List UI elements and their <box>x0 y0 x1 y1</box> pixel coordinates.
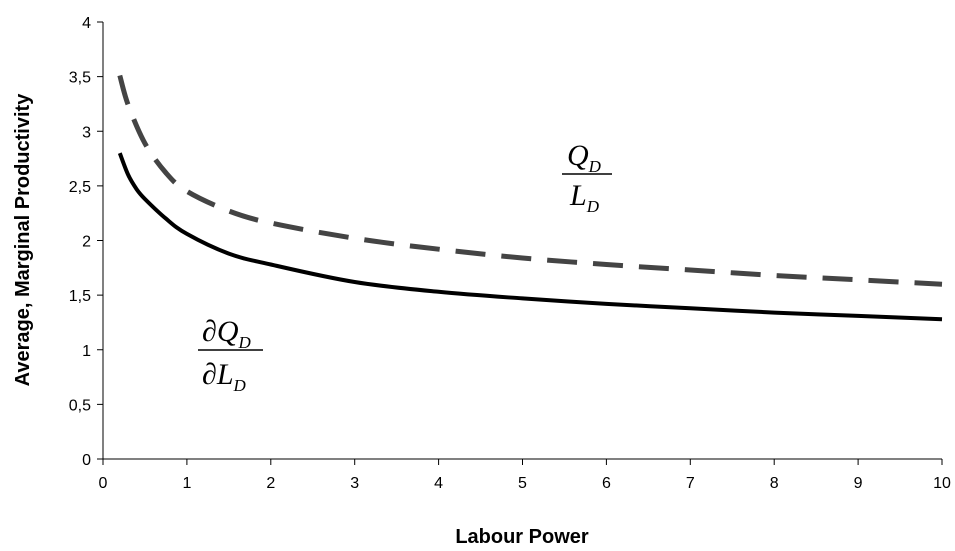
y-tick-label: 3 <box>82 124 91 141</box>
x-tick-label: 4 <box>434 475 443 492</box>
x-tick-label: 9 <box>854 475 863 492</box>
x-tick-label: 3 <box>350 475 359 492</box>
y-tick-label: 2 <box>82 234 91 251</box>
axes: 0 1 2 3 4 5 6 7 8 9 10 0 0,5 1 1,5 2 2,5 3 3,5 4 <box>69 15 951 492</box>
x-tick-label: 8 <box>770 475 779 492</box>
y-tick-label: 3,5 <box>69 70 91 87</box>
y-tick-label: 4 <box>82 15 91 32</box>
y-tick-label: 0 <box>82 452 91 469</box>
x-ticks: 0 1 2 3 4 5 6 7 8 9 10 <box>99 459 951 492</box>
average-denominator: LD <box>569 179 600 216</box>
average-productivity-line <box>117 74 943 287</box>
y-tick-label: 1 <box>82 343 91 360</box>
marginal-denominator: ∂LD <box>202 358 247 395</box>
x-tick-label: 1 <box>182 475 191 492</box>
marginal-productivity-line <box>117 152 943 322</box>
series-layer <box>117 74 943 322</box>
y-tick-label: 1,5 <box>69 288 91 305</box>
x-tick-label: 0 <box>99 475 108 492</box>
average-numerator: QD <box>567 139 602 176</box>
marginal-productivity-label: ∂QD ∂LD <box>198 315 263 395</box>
average-productivity-label: QD LD <box>562 139 612 216</box>
x-tick-label: 7 <box>686 475 695 492</box>
y-tick-label: 0,5 <box>69 397 91 414</box>
y-tick-label: 2,5 <box>69 179 91 196</box>
x-tick-label: 5 <box>518 475 527 492</box>
x-axis-title: Labour Power <box>455 526 589 548</box>
x-tick-label: 2 <box>266 475 275 492</box>
y-axis-title: Average, Marginal Productivity <box>12 93 34 387</box>
marginal-numerator: ∂QD <box>202 315 252 352</box>
y-ticks: 0 0,5 1 1,5 2 2,5 3 3,5 4 <box>69 15 103 469</box>
x-tick-label: 10 <box>933 475 951 492</box>
x-tick-label: 6 <box>602 475 611 492</box>
